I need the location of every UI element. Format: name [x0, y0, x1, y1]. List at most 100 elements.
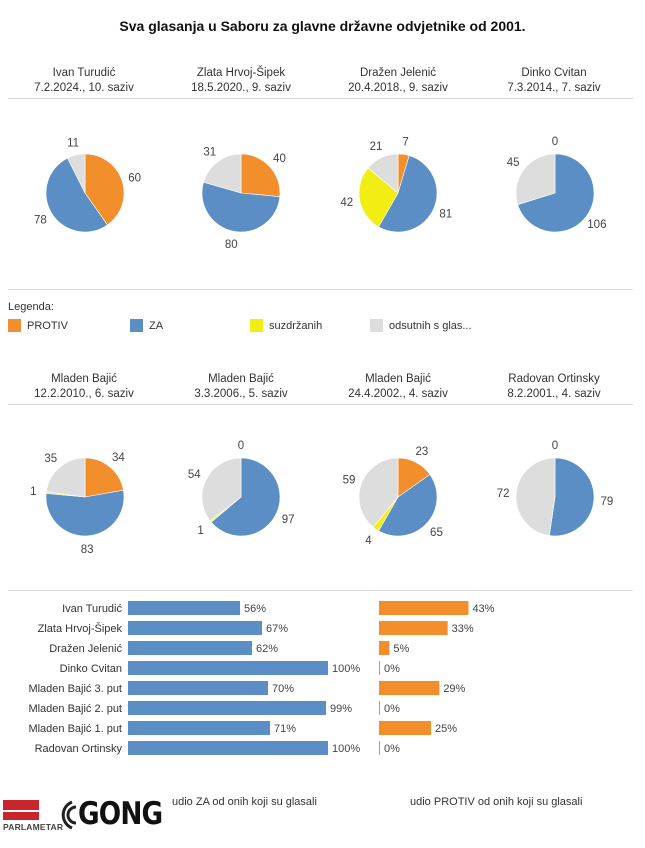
pie-slice-odsutni — [67, 153, 86, 194]
pie-slice-odsutni — [515, 153, 556, 205]
pie-header: Mladen Bajić 3.3.2006., 5. saziv — [166, 372, 316, 402]
pie-header: Radovan Ortinsky 8.2.2001., 4. saziv — [479, 372, 629, 402]
bar-protiv-label: 0% — [384, 743, 400, 755]
bar-category-label: Dražen Jelenić — [49, 643, 122, 655]
pie-label-odsutni: 21 — [370, 141, 383, 153]
legend-item-odsutni[interactable]: odsutnih s glas... — [370, 319, 472, 332]
pie-name: Ivan Turudić — [52, 67, 116, 79]
pie-label-suzdrzani: 1 — [30, 486, 36, 498]
bar-category-label: Mladen Bajić 2. put — [28, 703, 122, 715]
pie-header: Dražen Jelenić 20.4.2018., 9. saziv — [323, 66, 473, 96]
bar-protiv — [379, 681, 440, 695]
pie-name: Mladen Bajić — [51, 373, 117, 385]
page-title: Sva glasanja u Saboru za glavne državne … — [119, 18, 526, 34]
pie-name: Radovan Ortinsky — [508, 373, 600, 385]
pie-sub: 7.2.2024., 10. saziv — [34, 82, 134, 94]
pie-sub: 20.4.2018., 9. saziv — [348, 82, 448, 94]
pie-label-za: 106 — [587, 219, 606, 231]
separator — [8, 590, 633, 591]
bar-za — [128, 601, 240, 615]
pie-label-za: 78 — [34, 215, 47, 227]
pie-label-protiv: 23 — [416, 446, 429, 458]
signal-icon — [61, 800, 77, 830]
pie-slice-za — [45, 489, 125, 537]
bar-protiv — [379, 641, 390, 655]
legend-swatch — [370, 319, 383, 332]
parlametar-mark — [3, 800, 39, 820]
pie-header: Mladen Bajić 24.4.2002., 4. saziv — [323, 372, 473, 402]
bar-za-label: 71% — [274, 723, 296, 735]
legend-swatch — [8, 319, 21, 332]
bar-za-label: 67% — [266, 623, 288, 635]
bar-za-label: 56% — [244, 603, 266, 615]
pie-name: Dinko Cvitan — [521, 67, 587, 79]
pie-label-odsutni: 45 — [507, 157, 520, 169]
bar-category-label: Ivan Turudić — [62, 603, 122, 615]
legend-label: suzdržanih — [269, 319, 323, 332]
caption-za: udio ZA od onih koji su glasali — [172, 796, 317, 808]
pie-slice-protiv — [84, 153, 125, 226]
bar-protiv — [379, 661, 380, 675]
pie-label-suzdrzani: 4 — [365, 535, 372, 547]
pie-label-protiv: 0 — [552, 136, 558, 148]
bar-za — [128, 701, 326, 715]
pie-slice-odsutni — [203, 153, 242, 194]
legend-item-protiv[interactable]: PROTIV — [8, 319, 68, 332]
legend-label: PROTIV — [27, 319, 68, 332]
pie-header: Zlata Hrvoj-Šipek 18.5.2020., 9. saziv — [166, 66, 316, 96]
separator — [8, 404, 633, 405]
bar-za-label: 70% — [272, 683, 294, 695]
pie-slice-za — [548, 457, 595, 537]
pie-label-odsutni: 72 — [497, 488, 510, 500]
bar-za-label: 100% — [332, 743, 360, 755]
bar-za — [128, 741, 328, 755]
pie-slice-za — [378, 155, 438, 233]
pie-header: Ivan Turudić 7.2.2024., 10. saziv — [9, 66, 159, 96]
bar-protiv-label: 43% — [472, 603, 494, 615]
gong-logo: GONG — [60, 796, 163, 839]
bar-category-label: Dinko Cvitan — [60, 663, 122, 675]
pie-slice-za — [378, 474, 438, 537]
pie-name: Zlata Hrvoj-Šipek — [196, 67, 286, 79]
pie-slice-suzdrzani — [358, 167, 399, 228]
pie-label-protiv: 34 — [112, 452, 125, 464]
legend-item-za[interactable]: ZA — [130, 319, 163, 332]
bar-za — [128, 721, 270, 735]
pie-name: Dražen Jelenić — [359, 67, 437, 79]
pie-name: Mladen Bajić — [365, 373, 431, 385]
legend-swatch — [250, 319, 263, 332]
legend-item-suzdrzani[interactable]: suzdržanih — [250, 319, 322, 332]
pie-label-za: 65 — [430, 527, 443, 539]
bar-za — [128, 681, 268, 695]
pie-label-odsutni: 35 — [44, 453, 57, 465]
pie-label-odsutni: 59 — [343, 474, 356, 486]
pie-label-protiv: 7 — [402, 137, 408, 149]
bar-protiv — [379, 621, 448, 635]
bar-protiv-label: 5% — [393, 643, 409, 655]
pie-sub: 7.3.2014., 7. saziv — [507, 82, 601, 94]
gong-text: GONG — [78, 796, 163, 832]
bar-category-label: Radovan Ortinsky — [35, 743, 123, 755]
parlametar-logo: PARLAMETAR — [3, 800, 63, 843]
legend-label: odsutnih s glas... — [389, 319, 472, 332]
pie-slice-protiv — [240, 153, 281, 197]
pie-label-za: 97 — [282, 514, 295, 526]
legend-label: ZA — [149, 319, 164, 332]
bar-category-label: Mladen Bajić 1. put — [28, 723, 122, 735]
pie-label-suzdrzani: 42 — [340, 197, 353, 209]
bar-protiv — [379, 701, 380, 715]
pie-sub: 8.2.2001., 4. saziv — [507, 388, 601, 400]
pie-label-za: 81 — [439, 209, 452, 221]
pie-label-odsutni: 31 — [203, 146, 216, 158]
separator — [8, 98, 633, 99]
pie-label-protiv: 0 — [238, 440, 244, 452]
pie-label-protiv: 60 — [128, 172, 141, 184]
bar-category-label: Mladen Bajić 3. put — [28, 683, 122, 695]
legend-swatch — [130, 319, 143, 332]
pie-sub: 3.3.2006., 5. saziv — [194, 388, 288, 400]
bar-za — [128, 641, 252, 655]
parlametar-text: PARLAMETAR — [3, 822, 64, 832]
separator — [8, 289, 633, 290]
